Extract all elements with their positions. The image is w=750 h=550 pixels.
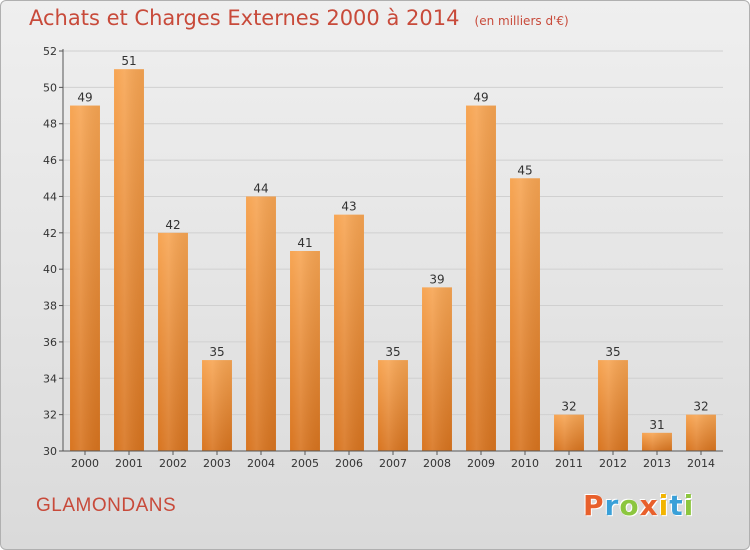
bar-shine	[202, 360, 232, 451]
title-block: Achats et Charges Externes 2000 à 2014 (…	[29, 6, 569, 30]
data-label: 35	[209, 345, 224, 359]
bar-shine	[378, 360, 408, 451]
data-label: 49	[473, 91, 488, 105]
data-label: 31	[649, 418, 664, 432]
data-label: 35	[385, 345, 400, 359]
x-tick-label: 2014	[687, 457, 715, 470]
data-label: 35	[605, 345, 620, 359]
data-label: 32	[693, 400, 708, 414]
proxiti-logo: Proxiti	[583, 489, 694, 522]
x-tick-label: 2008	[423, 457, 451, 470]
x-tick-label: 2011	[555, 457, 583, 470]
logo-letter: t	[669, 489, 684, 522]
x-tick-label: 2012	[599, 457, 627, 470]
bar-shine	[686, 414, 716, 451]
bar-shine	[246, 196, 276, 451]
y-tick-label: 46	[43, 154, 57, 167]
bar-shine	[158, 232, 188, 451]
logo-letter: r	[604, 489, 620, 522]
bar-shine	[422, 287, 452, 451]
bars: 49 51 42 35 44 41 43 35 39 49 45 32 35 31 32	[70, 54, 716, 452]
bar-shine	[642, 432, 672, 451]
y-tick-label: 38	[43, 300, 57, 313]
bar-shine	[466, 105, 496, 451]
x-tick-label: 2004	[247, 457, 275, 470]
y-tick-label: 32	[43, 409, 57, 422]
data-label: 32	[561, 400, 576, 414]
data-label: 51	[121, 54, 136, 68]
bar-shine	[554, 414, 584, 451]
bar-shine	[290, 251, 320, 451]
x-tick-label: 2003	[203, 457, 231, 470]
logo-letter: P	[583, 489, 605, 522]
x-tick-label: 2007	[379, 457, 407, 470]
data-label: 49	[77, 91, 92, 105]
data-label: 43	[341, 200, 356, 214]
x-tick-label: 2000	[71, 457, 99, 470]
bar-shine	[334, 214, 364, 451]
y-tick-label: 48	[43, 118, 57, 131]
y-tick-label: 34	[43, 372, 57, 385]
x-tick-label: 2010	[511, 457, 539, 470]
chart-unit: (en milliers d'€)	[474, 14, 569, 28]
x-tick-label: 2013	[643, 457, 671, 470]
logo-letter: i	[658, 489, 670, 522]
y-tick-label: 42	[43, 227, 57, 240]
y-tick-label: 50	[43, 81, 57, 94]
data-label: 41	[297, 236, 312, 250]
logo-letter: o	[619, 489, 640, 522]
bar-shine	[598, 360, 628, 451]
axes: 30 32 34 36 38 40 42 44 46 48 50 52 2000 2001 2002 2003…	[43, 45, 723, 470]
x-tick-label: 2005	[291, 457, 319, 470]
data-label: 42	[165, 218, 180, 232]
bar-shine	[114, 69, 144, 451]
data-label: 44	[253, 181, 268, 195]
x-tick-label: 2002	[159, 457, 187, 470]
x-tick-label: 2009	[467, 457, 495, 470]
chart-title: Achats et Charges Externes 2000 à 2014	[29, 6, 460, 30]
bar-shine	[70, 105, 100, 451]
logo-letter: x	[639, 489, 659, 522]
commune-name: GLAMONDANS	[36, 495, 177, 516]
data-label: 45	[517, 163, 532, 177]
data-label: 39	[429, 272, 444, 286]
x-tick-label: 2006	[335, 457, 363, 470]
logo-letter: i	[683, 489, 695, 522]
y-tick-label: 36	[43, 336, 57, 349]
y-tick-label: 44	[43, 190, 57, 203]
bar-shine	[510, 178, 540, 452]
y-tick-label: 52	[43, 45, 57, 58]
y-tick-label: 30	[43, 445, 57, 458]
y-tick-label: 40	[43, 263, 57, 276]
x-tick-label: 2001	[115, 457, 143, 470]
